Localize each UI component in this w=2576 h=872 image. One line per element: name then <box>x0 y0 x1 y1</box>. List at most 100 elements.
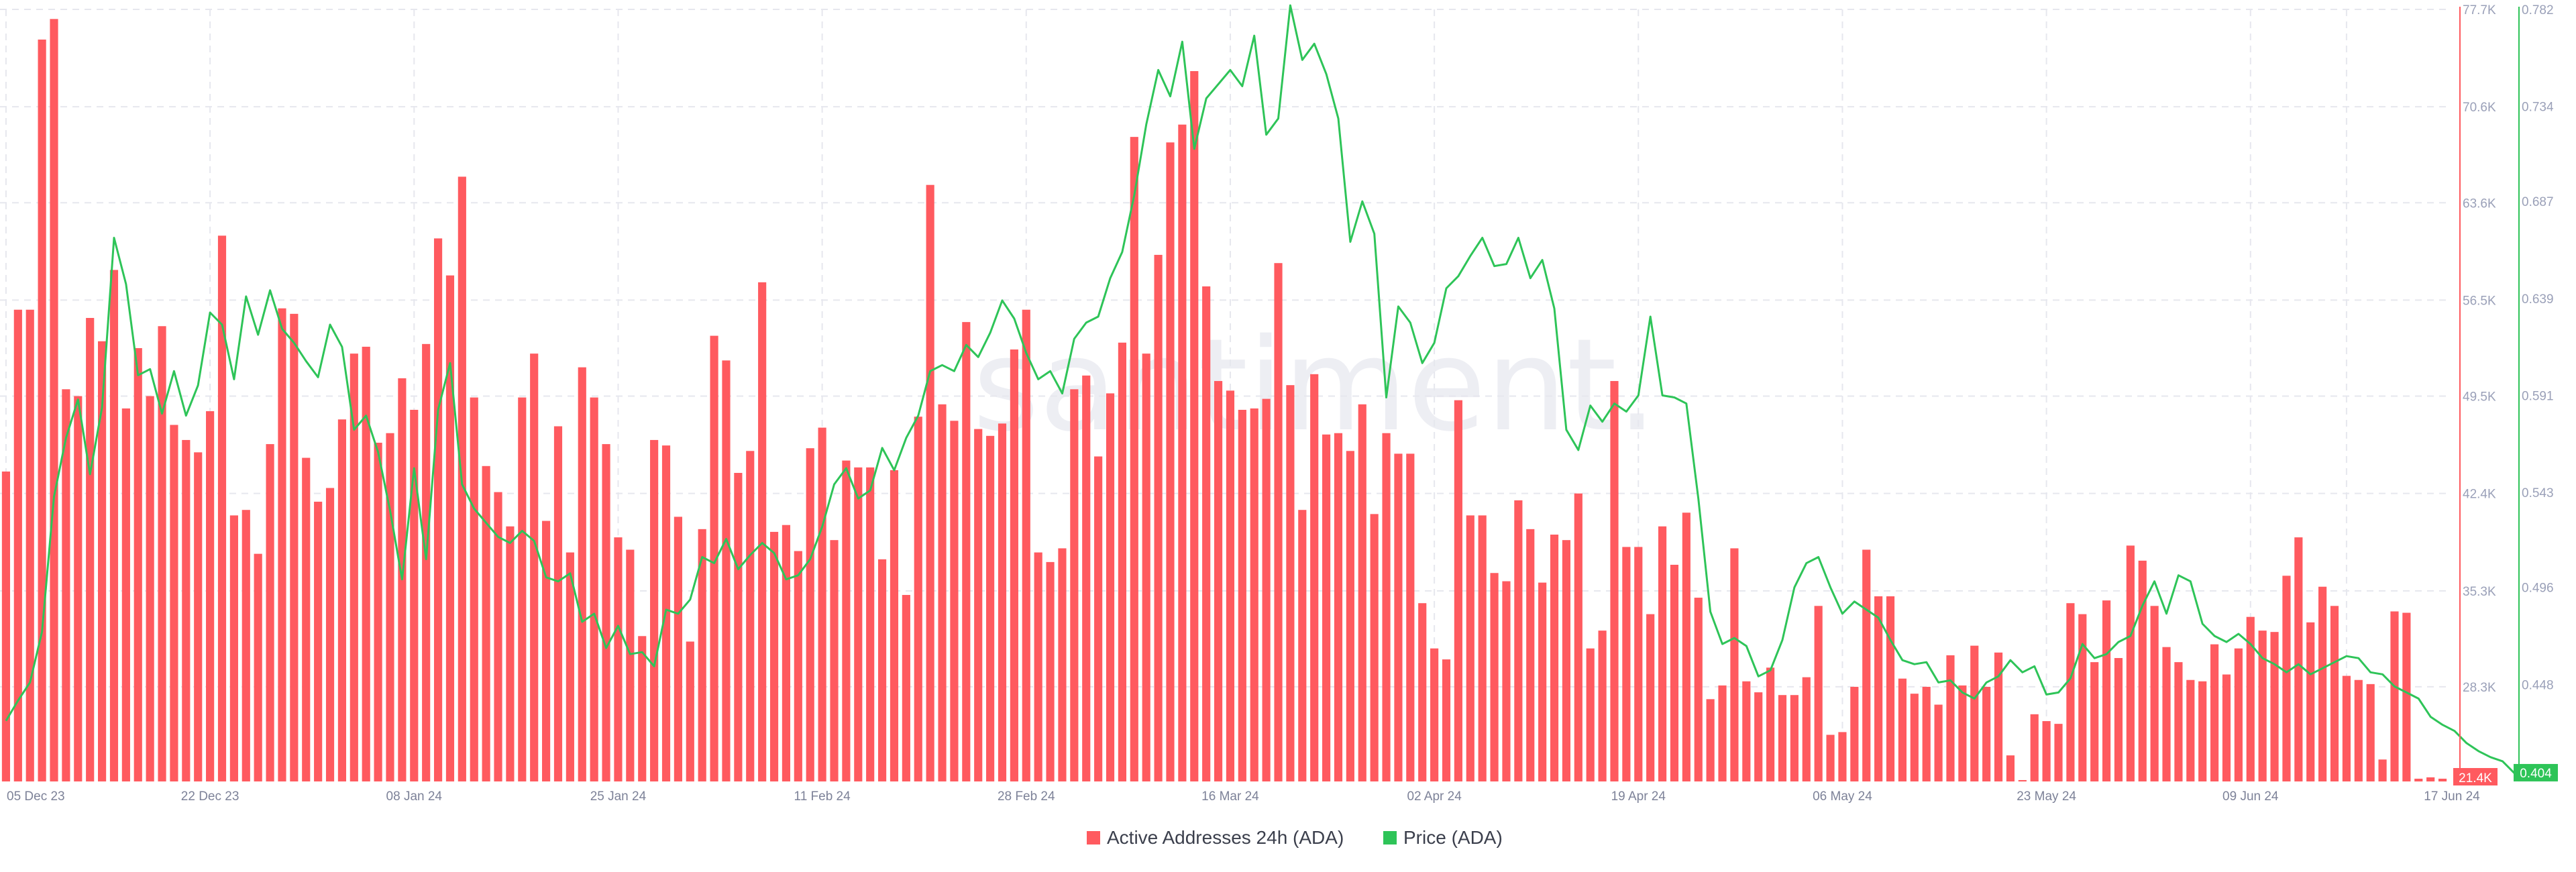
active-addresses-bar <box>1154 254 1163 781</box>
active-addresses-bar <box>109 270 119 781</box>
current-addresses-value: 21.4K <box>2459 771 2492 785</box>
active-addresses-bar <box>746 451 755 781</box>
active-addresses-bar <box>1934 704 1943 781</box>
active-addresses-bar <box>542 521 551 781</box>
active-addresses-bar <box>2246 616 2255 781</box>
y-right-tick-label: 0.782 <box>2522 3 2554 17</box>
active-addresses-bar <box>1346 451 1354 781</box>
active-addresses-bar <box>1454 400 1462 781</box>
active-addresses-bar <box>1370 514 1379 781</box>
active-addresses-bar <box>410 409 419 781</box>
active-addresses-bar <box>1946 655 1955 781</box>
active-addresses-bar <box>350 353 358 781</box>
active-addresses-bar <box>1574 493 1582 781</box>
active-addresses-bar <box>2258 631 2267 781</box>
active-addresses-bar <box>1202 286 1211 781</box>
active-addresses-bar <box>614 537 623 781</box>
active-addresses-bar <box>2138 560 2147 781</box>
active-addresses-bar <box>698 529 706 781</box>
active-addresses-bar <box>1298 510 1307 781</box>
active-addresses-bar <box>1214 381 1223 781</box>
active-addresses-bar <box>1886 596 1895 781</box>
active-addresses-bar <box>2294 537 2303 781</box>
y-left-tick-label: 70.6K <box>2463 101 2496 115</box>
active-addresses-bar <box>2090 662 2099 781</box>
active-addresses-bar <box>1118 342 1126 781</box>
active-addresses-bar <box>1562 540 1571 781</box>
active-addresses-bar <box>2222 674 2231 781</box>
current-price-badge <box>2514 763 2558 781</box>
y-left-tick-label: 77.7K <box>2463 3 2496 17</box>
active-addresses-bar <box>362 346 370 781</box>
y-left-tick-label: 63.6K <box>2463 197 2496 211</box>
active-addresses-bar <box>494 492 502 781</box>
active-addresses-bar <box>1094 456 1103 781</box>
active-addresses-bar <box>302 457 311 781</box>
active-addresses-bar <box>1070 389 1079 781</box>
active-addresses-bar <box>314 501 323 781</box>
active-addresses-bar <box>217 235 227 782</box>
active-addresses-bar <box>1802 677 1811 781</box>
active-addresses-bar <box>482 466 490 781</box>
active-addresses-bar <box>1550 535 1559 781</box>
x-tick-label: 16 Mar 24 <box>1201 789 1259 804</box>
active-addresses-bar <box>686 641 694 781</box>
active-addresses-bar <box>2270 632 2279 781</box>
active-addresses-bar <box>722 360 731 781</box>
active-addresses-bar <box>1502 581 1511 781</box>
legend-label: Active Addresses 24h (ADA) <box>1107 827 1344 848</box>
active-addresses-bar <box>278 308 286 781</box>
active-addresses-bar <box>2006 755 2015 781</box>
active-addresses-bar <box>1310 374 1319 781</box>
active-addresses-bar <box>769 531 779 781</box>
active-addresses-bar <box>626 549 635 781</box>
legend-label: Price (ADA) <box>1403 827 1503 848</box>
active-addresses-bar <box>2078 614 2087 781</box>
active-addresses-bar <box>734 473 743 781</box>
active-addresses-bar <box>1754 692 1763 781</box>
current-price-value: 0.404 <box>2520 767 2552 781</box>
active-addresses-bar <box>2030 714 2039 781</box>
active-addresses-bar <box>1910 694 1919 781</box>
active-addresses-bar <box>86 317 95 782</box>
active-addresses-bar <box>914 417 922 781</box>
active-addresses-bar <box>1982 686 1991 781</box>
active-addresses-bar <box>1622 547 1631 781</box>
y-left-tick-label: 56.5K <box>2463 294 2496 308</box>
active-addresses-bar <box>566 552 574 781</box>
active-addresses-bar <box>1922 686 1931 781</box>
active-addresses-bar <box>1034 552 1042 781</box>
y-right-tick-label: 0.543 <box>2522 486 2554 500</box>
active-addresses-bar <box>433 238 443 781</box>
active-addresses-bar <box>950 421 959 781</box>
active-addresses-bar <box>1814 606 1823 781</box>
active-addresses-bar <box>2054 724 2063 781</box>
active-addresses-bar <box>806 448 814 781</box>
price-line <box>5 4 2516 774</box>
active-addresses-bar <box>1358 404 1366 781</box>
x-tick-label: 08 Jan 24 <box>386 789 443 804</box>
active-addresses-bar <box>926 184 934 781</box>
x-tick-label: 22 Dec 23 <box>181 789 239 804</box>
active-addresses-bar <box>1418 603 1427 781</box>
active-addresses-bar <box>1718 685 1727 781</box>
active-addresses-bar <box>2114 658 2123 781</box>
active-addresses-bar <box>1850 686 1859 781</box>
active-addresses-bar <box>1514 500 1523 781</box>
active-addresses-bar <box>337 419 347 781</box>
active-addresses-bar <box>1730 548 1739 781</box>
active-addresses-bar <box>1250 408 1258 781</box>
active-addresses-bar <box>2282 576 2291 781</box>
x-tick-label: 11 Feb 24 <box>794 789 851 804</box>
active-addresses-bar <box>1010 349 1018 781</box>
active-addresses-bar <box>1442 659 1451 781</box>
active-addresses-bar <box>98 341 107 782</box>
active-addresses-bar <box>1226 390 1235 781</box>
active-addresses-bar <box>254 553 262 781</box>
active-addresses-bar <box>1142 353 1150 781</box>
active-addresses-bar <box>1262 398 1271 781</box>
active-addresses-bar <box>1826 734 1835 781</box>
legend-swatch <box>1383 831 1397 844</box>
active-addresses-bar <box>818 427 826 781</box>
